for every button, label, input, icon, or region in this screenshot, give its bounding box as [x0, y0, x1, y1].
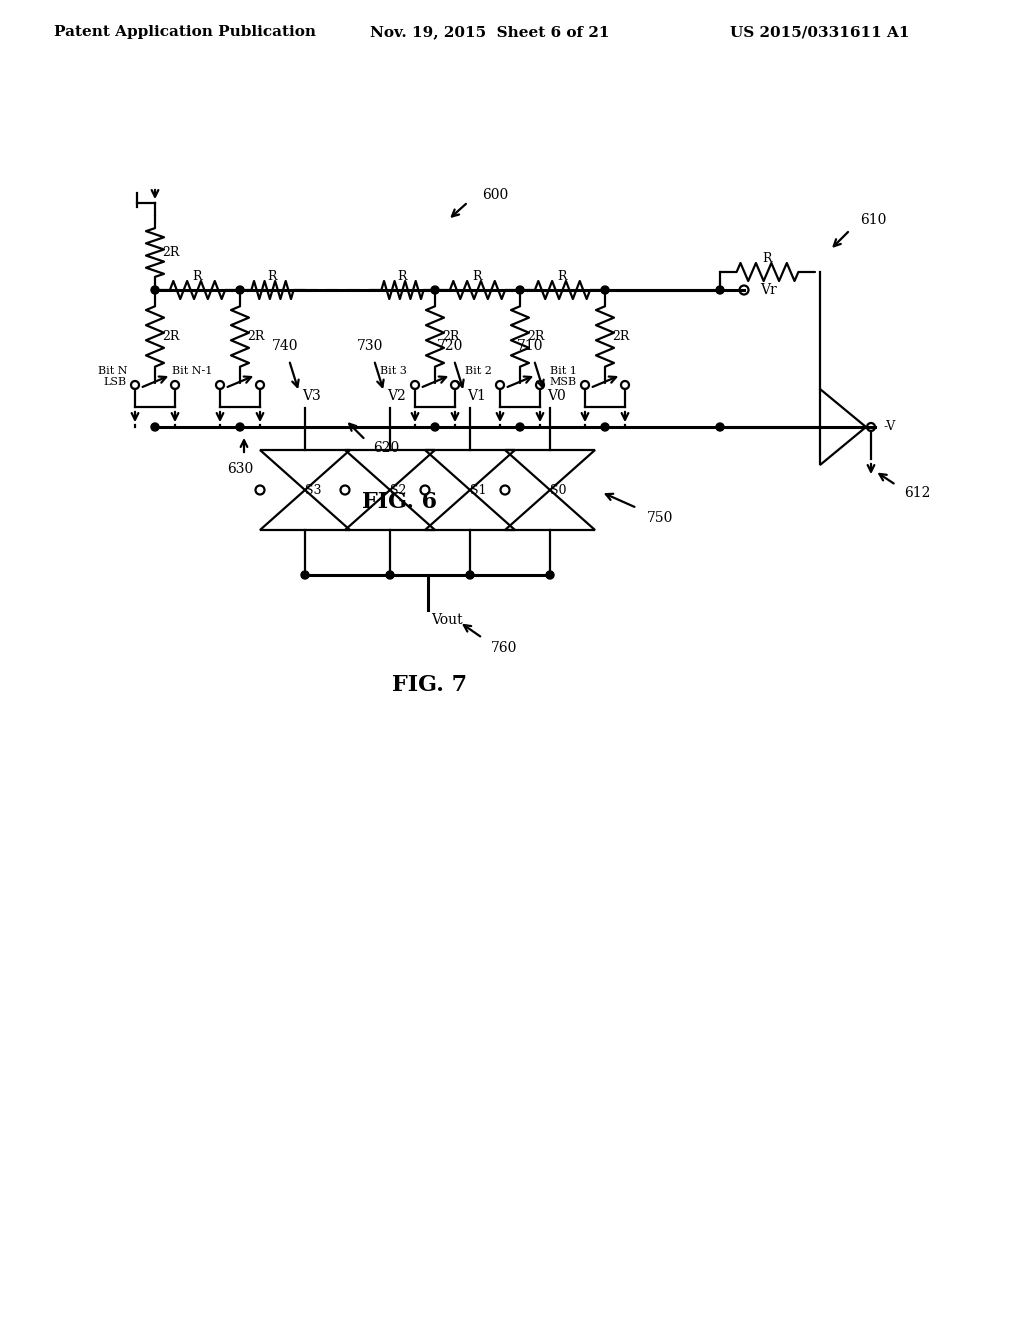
Text: R: R [473, 271, 482, 284]
Text: 600: 600 [482, 187, 508, 202]
Text: R: R [267, 271, 278, 284]
Text: S1: S1 [470, 483, 486, 496]
Text: 2R: 2R [163, 330, 179, 343]
Text: Bit N: Bit N [97, 366, 127, 376]
Text: -V: -V [884, 421, 896, 433]
Text: 2R: 2R [163, 246, 179, 259]
Text: R: R [558, 271, 567, 284]
Text: Bit N-1: Bit N-1 [172, 366, 212, 376]
Circle shape [236, 422, 244, 432]
Circle shape [516, 422, 524, 432]
Text: 630: 630 [227, 462, 253, 477]
Text: 2R: 2R [527, 330, 545, 343]
Text: 750: 750 [647, 511, 674, 525]
Text: Bit 1: Bit 1 [550, 366, 577, 376]
Text: 612: 612 [904, 486, 931, 500]
Circle shape [546, 572, 554, 579]
Text: R: R [193, 271, 203, 284]
Text: 620: 620 [374, 441, 399, 455]
Text: Vout: Vout [431, 612, 463, 627]
Text: R: R [397, 271, 408, 284]
Circle shape [516, 286, 524, 294]
Text: R: R [763, 252, 772, 265]
Circle shape [431, 422, 439, 432]
Text: S2: S2 [390, 483, 407, 496]
Text: US 2015/0331611 A1: US 2015/0331611 A1 [730, 25, 909, 40]
Text: 2R: 2R [612, 330, 630, 343]
Text: V2: V2 [387, 389, 406, 403]
Text: V3: V3 [302, 389, 321, 403]
Circle shape [236, 286, 244, 294]
Text: Vr: Vr [760, 282, 777, 297]
Text: Patent Application Publication: Patent Application Publication [54, 25, 316, 40]
Text: FIG. 7: FIG. 7 [392, 675, 468, 696]
Text: Bit 2: Bit 2 [465, 366, 492, 376]
Text: V0: V0 [547, 389, 565, 403]
Circle shape [151, 286, 159, 294]
Text: S0: S0 [550, 483, 566, 496]
Text: MSB: MSB [550, 378, 577, 387]
Text: 610: 610 [860, 213, 887, 227]
Circle shape [386, 572, 394, 579]
Text: FIG. 6: FIG. 6 [362, 491, 437, 513]
Text: 2R: 2R [442, 330, 460, 343]
Text: Bit 3: Bit 3 [380, 366, 407, 376]
Circle shape [466, 572, 474, 579]
Text: 730: 730 [356, 339, 383, 352]
Text: 760: 760 [490, 642, 517, 655]
Circle shape [301, 572, 309, 579]
Circle shape [431, 286, 439, 294]
Text: 740: 740 [271, 339, 298, 352]
Text: 2R: 2R [248, 330, 264, 343]
Text: V1: V1 [467, 389, 485, 403]
Text: LSB: LSB [103, 378, 127, 387]
Circle shape [151, 422, 159, 432]
Circle shape [716, 422, 724, 432]
Circle shape [716, 286, 724, 294]
Circle shape [601, 286, 609, 294]
Text: 720: 720 [437, 339, 463, 352]
Text: S3: S3 [305, 483, 322, 496]
Circle shape [601, 422, 609, 432]
Text: Nov. 19, 2015  Sheet 6 of 21: Nov. 19, 2015 Sheet 6 of 21 [371, 25, 609, 40]
Text: 710: 710 [517, 339, 544, 352]
